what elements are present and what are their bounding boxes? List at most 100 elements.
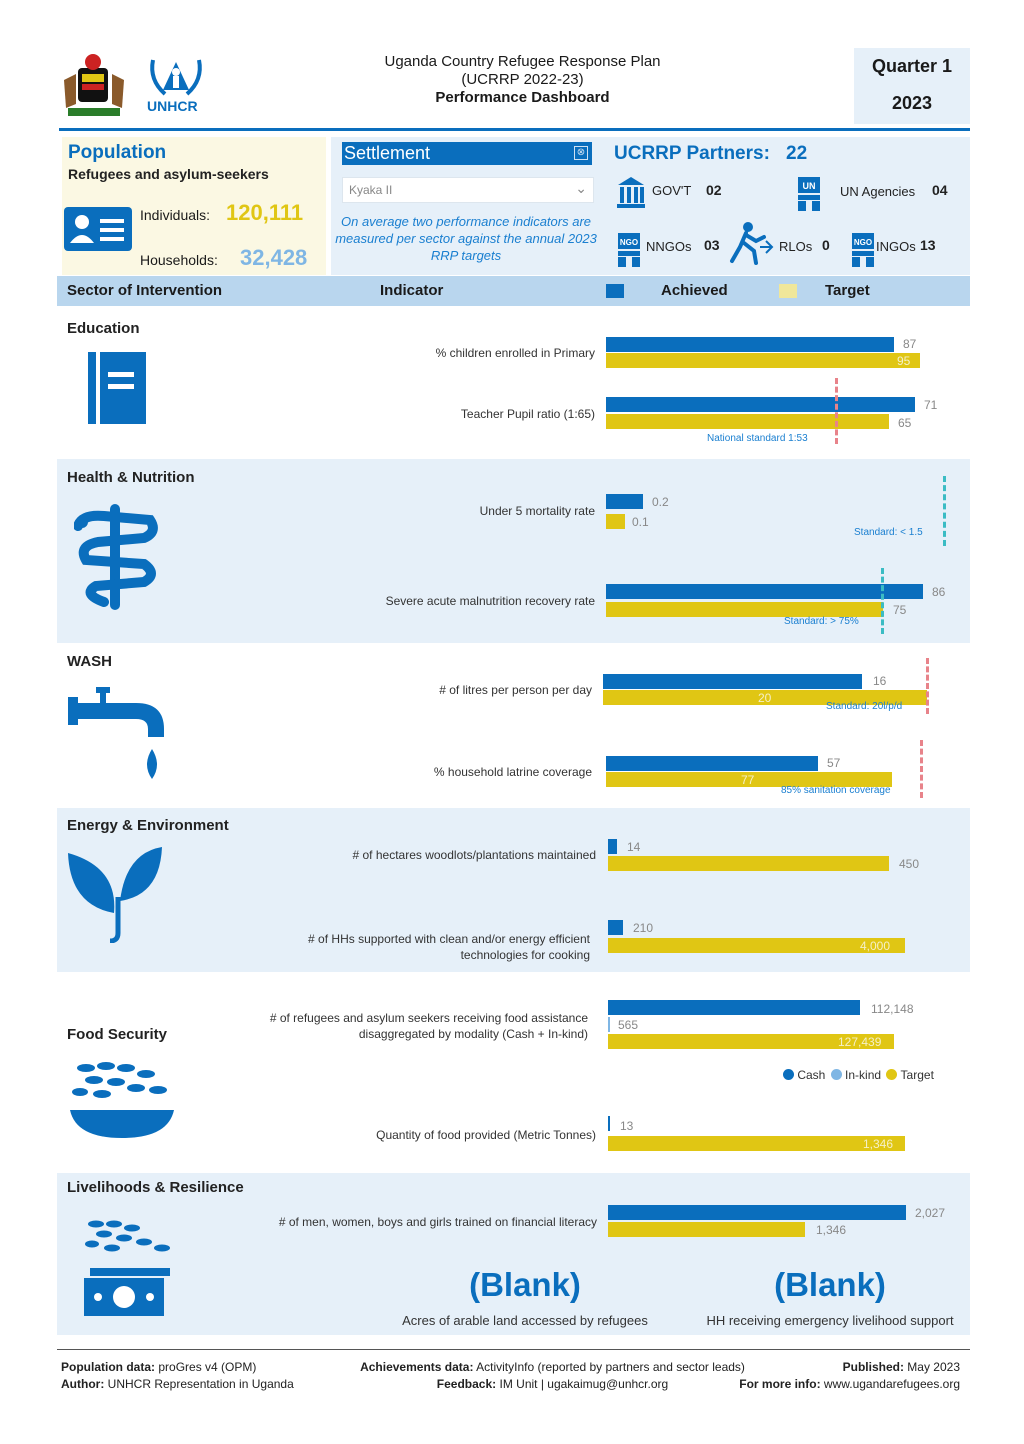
- inkind-legend-label: In-kind: [845, 1068, 882, 1082]
- ene1-indicator: # of hectares woodlots/plantations maint…: [352, 848, 597, 862]
- partners-title: UCRRP Partners:: [614, 143, 770, 164]
- hea1-standard-line: [943, 476, 946, 546]
- was2-achieved-bar: [606, 756, 818, 771]
- unhcr-logo-text: UNHCR: [147, 98, 198, 114]
- blank-caption-2: HH receiving emergency livelihood suppor…: [706, 1313, 954, 1328]
- hea1-standard-label: Standard: < 1.5: [854, 527, 923, 538]
- inkind-legend-dot: [830, 1069, 842, 1080]
- footer-pop-value: proGres v4 (OPM): [158, 1360, 257, 1374]
- blank-value-1: (Blank): [469, 1266, 581, 1303]
- livelihoods-band: [57, 1173, 970, 1335]
- hea2-standard-line: [881, 568, 884, 634]
- achieved-legend-swatch: [606, 284, 624, 298]
- foo2-achieved-value: 13: [620, 1119, 634, 1133]
- health-title: Health & Nutrition: [67, 469, 195, 486]
- partner-gov-value: 02: [706, 182, 722, 198]
- coat-of-arms-logo: [60, 50, 128, 120]
- title-line-1: Uganda Country Refugee Response Plan: [384, 53, 661, 70]
- livelihoods-title: Livelihoods & Resilience: [67, 1179, 244, 1196]
- foo1-target-bar: [608, 1034, 894, 1049]
- ene2-achieved-value: 210: [633, 921, 654, 935]
- partner-nngo-label: NNGOs: [646, 239, 692, 254]
- unhcr-logo: UNHCR: [145, 50, 207, 120]
- hea1-achieved-bar: [606, 494, 643, 509]
- footer-ach-value: ActivityInfo (reported by partners and s…: [476, 1360, 745, 1374]
- foo2-target-value: 1,346: [863, 1137, 894, 1151]
- partner-ingo-value: 13: [920, 237, 936, 253]
- footer-ach-label: Achievements data:: [360, 1360, 474, 1374]
- quarter-badge: Quarter 1 2023: [854, 48, 970, 124]
- target-legend-dot: [886, 1069, 898, 1080]
- footer-pub-value: May 2023: [907, 1360, 960, 1374]
- liv1-indicator: # of men, women, boys and girls trained …: [278, 1215, 597, 1229]
- foo1-inkind-value: 565: [618, 1018, 639, 1032]
- foo1-inkind-bar: [608, 1017, 610, 1032]
- svg-text:NGO: NGO: [854, 238, 872, 247]
- partner-rlo-label: RLOs: [779, 239, 813, 254]
- book-icon: [88, 352, 146, 424]
- ene1-target-value: 450: [899, 857, 920, 871]
- footer-right: Published: May 2023 For more info: www.u…: [700, 1359, 960, 1393]
- individuals-label: Individuals:: [140, 207, 211, 223]
- was1-achieved-value: 16: [873, 674, 887, 688]
- quarter-label: Quarter 1: [871, 56, 953, 76]
- clear-filter-icon[interactable]: ⊗: [574, 146, 588, 160]
- was2-standard-label: 85% sanitation coverage: [781, 785, 891, 796]
- edu2-indicator: Teacher Pupil ratio (1:65): [460, 407, 595, 421]
- was2-standard-line: [920, 740, 923, 798]
- ene2-achieved-bar: [608, 920, 623, 935]
- edu2-standard-line: [835, 378, 838, 444]
- un-agency-icon: UN: [798, 177, 820, 211]
- edu1-indicator: % children enrolled in Primary: [435, 346, 595, 360]
- foo2-indicator: Quantity of food provided (Metric Tonnes…: [376, 1128, 596, 1142]
- title-line-3: Performance Dashboard: [435, 89, 610, 106]
- target-legend-swatch: [779, 284, 797, 298]
- households-label: Households:: [140, 252, 218, 268]
- footer-center: Achievements data: ActivityInfo (reporte…: [330, 1359, 775, 1393]
- energy-title: Energy & Environment: [67, 817, 229, 834]
- target-legend-label: Target: [900, 1068, 934, 1082]
- header-achieved: Achieved: [661, 282, 728, 299]
- header-indicator: Indicator: [380, 282, 444, 299]
- was2-achieved-value: 57: [827, 756, 841, 770]
- edu1-target-value: 95: [897, 354, 911, 368]
- plant-icon: [68, 847, 162, 943]
- settlement-label: Settlement: [344, 143, 431, 163]
- chevron-down-icon: ⌄: [575, 180, 587, 196]
- foo1-target-value: 127,439: [838, 1035, 882, 1049]
- svg-text:UN: UN: [803, 181, 816, 191]
- hea1-indicator: Under 5 mortality rate: [479, 504, 595, 518]
- report-title: Uganda Country Refugee Response Plan (UC…: [330, 53, 715, 107]
- was2-target-bar: [606, 772, 892, 787]
- partner-un-value: 04: [932, 182, 948, 198]
- edu1-achieved-bar: [606, 337, 894, 352]
- settlement-dropdown[interactable]: Kyaka II ⌄: [342, 177, 594, 203]
- footer-info-link[interactable]: www.ugandarefugees.org: [823, 1377, 960, 1391]
- footer-pop-label: Population data:: [61, 1360, 155, 1374]
- header-sector: Sector of Intervention: [67, 282, 223, 299]
- settlement-panel: Settlement ⊗ Kyaka II ⌄ On average two p…: [331, 137, 606, 275]
- liv1-achieved-bar: [608, 1205, 906, 1220]
- blank-caption-1: Acres of arable land accessed by refugee…: [402, 1313, 648, 1328]
- ene1-achieved-bar: [608, 839, 617, 854]
- was1-target-value: 20: [758, 691, 772, 705]
- edu2-achieved-bar: [606, 397, 915, 412]
- cash-legend-label: Cash: [797, 1068, 826, 1082]
- government-building-icon: [617, 177, 645, 208]
- foo1-cash-value: 112,148: [871, 1002, 914, 1016]
- table-header: Sector of Intervention Indicator Achieve…: [57, 276, 970, 306]
- footer-feedback-label: Feedback:: [436, 1377, 497, 1391]
- footer-divider: [57, 1349, 970, 1350]
- hea2-target-bar: [606, 602, 883, 617]
- education-title: Education: [67, 320, 140, 337]
- was2-target-value: 77: [741, 773, 755, 787]
- foo1-indicator: # of refugees and asylum seekers receivi…: [269, 1011, 588, 1041]
- hea1-achieved-value: 0.2: [652, 495, 669, 509]
- water-tap-icon: [68, 687, 164, 779]
- partner-nngo-value: 03: [704, 237, 720, 253]
- footer-feedback-link[interactable]: IM Unit | ugakaimug@unhcr.org: [499, 1377, 669, 1391]
- title-line-2: (UCRRP 2022-23): [461, 71, 584, 88]
- edu1-achieved-value: 87: [903, 337, 917, 351]
- ingo-icon: NGO: [852, 233, 874, 267]
- edu1-target-bar: [606, 353, 920, 368]
